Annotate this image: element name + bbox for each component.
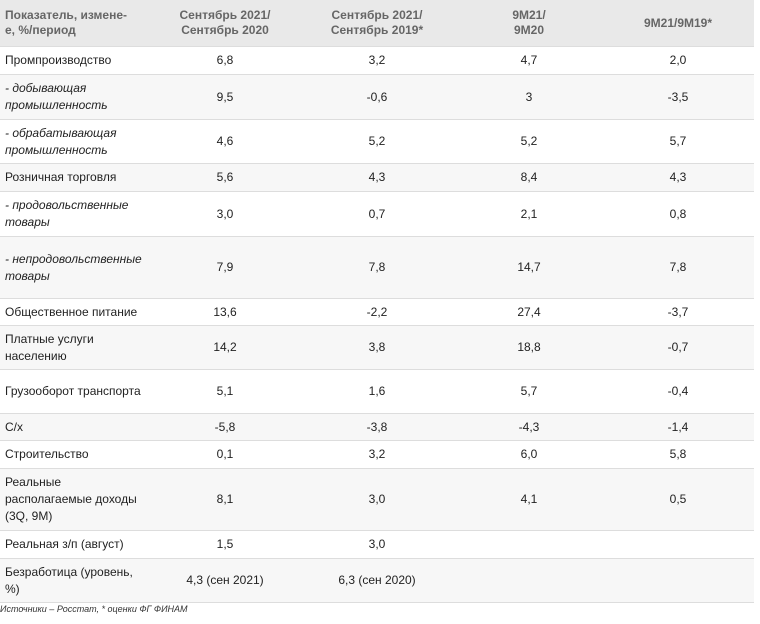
cell-value: 1,6	[298, 369, 456, 414]
table-row: Промпроизводство 6,8 3,2 4,7 2,0	[0, 46, 754, 75]
row-label: Общественное питание	[0, 298, 152, 326]
cell-value: 2,0	[602, 46, 754, 75]
row-label: С/х	[0, 413, 152, 441]
cell-value: -0,4	[602, 369, 754, 414]
cell-value: 2,1	[456, 191, 602, 237]
header-indicator: Показатель, измене- е, %/период	[0, 0, 152, 47]
row-label: Грузооборот транспорта	[0, 369, 152, 414]
cell-value: -2,2	[298, 298, 456, 326]
table-row: - добывающая промышленность 9,5 -0,6 3 -…	[0, 74, 754, 120]
cell-value: 4,6	[152, 119, 298, 164]
table-row: Грузооборот транспорта 5,1 1,6 5,7 -0,4	[0, 369, 754, 414]
cell-value: 4,3 (сен 2021)	[152, 558, 298, 603]
cell-value: 1,5	[152, 530, 298, 559]
table-row: Розничная торговля 5,6 4,3 8,4 4,3	[0, 163, 754, 192]
cell-value: 4,1	[456, 468, 602, 531]
table-row: - обрабатывающая промышленность 4,6 5,2 …	[0, 119, 754, 164]
header-row: Показатель, измене- е, %/период Сентябрь…	[0, 0, 754, 47]
header-9m21-9m19: 9M21/9M19*	[602, 0, 754, 47]
cell-value: -3,8	[298, 413, 456, 441]
table-row: Строительство 0,1 3,2 6,0 5,8	[0, 440, 754, 469]
row-label: - обрабатывающая промышленность	[0, 119, 152, 164]
cell-value	[456, 558, 602, 603]
table-row: - продовольственные товары 3,0 0,7 2,1 0…	[0, 191, 754, 237]
cell-value: 27,4	[456, 298, 602, 326]
cell-value: 0,5	[602, 468, 754, 531]
header-sep21-sep20: Сентябрь 2021/ Сентябрь 2020	[152, 0, 298, 47]
table-row: - непродовольственные товары 7,9 7,8 14,…	[0, 236, 754, 299]
cell-value: 3,2	[298, 440, 456, 469]
cell-value: -5,8	[152, 413, 298, 441]
cell-value: 14,2	[152, 325, 298, 370]
cell-value: 5,8	[602, 440, 754, 469]
row-label: Реальная з/п (август)	[0, 530, 152, 559]
cell-value: 4,3	[298, 163, 456, 192]
cell-value: 8,4	[456, 163, 602, 192]
cell-value	[602, 558, 754, 603]
row-label: - непродовольственные товары	[0, 236, 152, 299]
cell-value: 7,8	[602, 236, 754, 299]
cell-value: 3,0	[298, 530, 456, 559]
cell-value: 5,1	[152, 369, 298, 414]
cell-value: 5,6	[152, 163, 298, 192]
cell-value: 3,8	[298, 325, 456, 370]
cell-value: -1,4	[602, 413, 754, 441]
cell-value: 0,8	[602, 191, 754, 237]
cell-value: -3,5	[602, 74, 754, 120]
header-9m21-9m20: 9M21/ 9M20	[456, 0, 602, 47]
cell-value: -4,3	[456, 413, 602, 441]
table-row: Общественное питание 13,6 -2,2 27,4 -3,7	[0, 298, 754, 326]
table-row: Реальная з/п (август) 1,5 3,0	[0, 530, 754, 559]
table-row: Реальные располагаемые доходы (3Q, 9M) 8…	[0, 468, 754, 531]
cell-value: 5,2	[298, 119, 456, 164]
row-label: - добывающая промышленность	[0, 74, 152, 120]
row-label: - продовольственные товары	[0, 191, 152, 237]
cell-value: 6,8	[152, 46, 298, 75]
cell-value: 5,7	[456, 369, 602, 414]
cell-value: 4,3	[602, 163, 754, 192]
cell-value: -0,6	[298, 74, 456, 120]
cell-value: 5,2	[456, 119, 602, 164]
cell-value: -0,7	[602, 325, 754, 370]
row-label: Строительство	[0, 440, 152, 469]
cell-value: 6,0	[456, 440, 602, 469]
row-label: Розничная торговля	[0, 163, 152, 192]
table-row: Платные услуги населению 14,2 3,8 18,8 -…	[0, 325, 754, 370]
cell-value: 9,5	[152, 74, 298, 120]
cell-value: 4,7	[456, 46, 602, 75]
row-label: Платные услуги населению	[0, 325, 152, 370]
cell-value: 13,6	[152, 298, 298, 326]
cell-value: 3,2	[298, 46, 456, 75]
row-label: Безработица (уровень, %)	[0, 558, 152, 603]
row-label: Промпроизводство	[0, 46, 152, 75]
cell-value: 6,3 (сен 2020)	[298, 558, 456, 603]
cell-value	[602, 530, 754, 559]
row-label: Реальные располагаемые доходы (3Q, 9M)	[0, 468, 152, 531]
cell-value	[456, 530, 602, 559]
cell-value: 3	[456, 74, 602, 120]
table-row: Безработица (уровень, %) 4,3 (сен 2021) …	[0, 558, 754, 603]
source-footnote: Источники – Росстат, * оценки ФГ ФИНАМ	[0, 604, 188, 614]
cell-value: 5,7	[602, 119, 754, 164]
cell-value: 18,8	[456, 325, 602, 370]
cell-value: 0,1	[152, 440, 298, 469]
header-sep21-sep19: Сентябрь 2021/ Сентябрь 2019*	[298, 0, 456, 47]
cell-value: 7,8	[298, 236, 456, 299]
cell-value: 3,0	[298, 468, 456, 531]
cell-value: 0,7	[298, 191, 456, 237]
cell-value: -3,7	[602, 298, 754, 326]
table-row: С/х -5,8 -3,8 -4,3 -1,4	[0, 413, 754, 441]
cell-value: 7,9	[152, 236, 298, 299]
cell-value: 3,0	[152, 191, 298, 237]
cell-value: 8,1	[152, 468, 298, 531]
cell-value: 14,7	[456, 236, 602, 299]
stats-table: Показатель, измене- е, %/период Сентябрь…	[0, 0, 754, 603]
